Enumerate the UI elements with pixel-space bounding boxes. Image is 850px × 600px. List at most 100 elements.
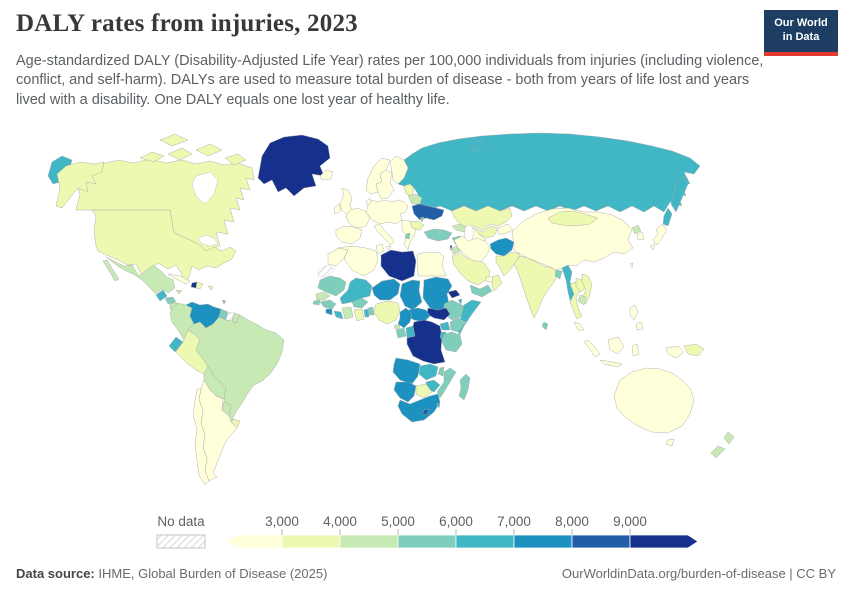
country-iceland[interactable] bbox=[319, 169, 334, 181]
country-albania[interactable] bbox=[404, 232, 411, 240]
country-honduras[interactable] bbox=[164, 296, 177, 305]
country-zambia[interactable] bbox=[418, 363, 439, 381]
country-sri-lanka[interactable] bbox=[541, 321, 549, 331]
legend-no-data-swatch[interactable] bbox=[156, 534, 206, 549]
country-nigeria[interactable] bbox=[373, 300, 401, 325]
country-arctic-island[interactable] bbox=[159, 133, 189, 147]
country-united-kingdom[interactable] bbox=[339, 187, 355, 216]
country-tanzania[interactable] bbox=[441, 331, 463, 353]
country-new-zealand[interactable] bbox=[710, 431, 735, 459]
country-kenya[interactable] bbox=[449, 317, 467, 333]
country-japan[interactable] bbox=[649, 223, 668, 251]
country-south-africa[interactable] bbox=[397, 393, 441, 423]
country-eswatini[interactable] bbox=[435, 402, 441, 409]
country-chile[interactable] bbox=[192, 388, 210, 486]
legend-bin-2[interactable] bbox=[339, 534, 399, 549]
country-russia-novaya-zemlya[interactable] bbox=[469, 139, 485, 153]
country-liberia[interactable] bbox=[333, 310, 344, 320]
country-russia-kamchatka[interactable] bbox=[670, 175, 689, 213]
legend-bin-7[interactable] bbox=[629, 534, 699, 549]
country-france[interactable] bbox=[345, 207, 371, 229]
legend-bin-6[interactable] bbox=[571, 534, 631, 549]
legend-bin-4[interactable] bbox=[455, 534, 515, 549]
country-trinidad[interactable] bbox=[221, 299, 227, 305]
country-india[interactable] bbox=[513, 255, 559, 319]
country-arctic-island[interactable] bbox=[167, 147, 193, 161]
country-taiwan[interactable] bbox=[629, 262, 634, 269]
legend-bin-0[interactable] bbox=[225, 534, 283, 549]
country-laos[interactable] bbox=[575, 277, 587, 293]
country-north-korea[interactable] bbox=[631, 224, 642, 235]
country-tunisia[interactable] bbox=[375, 243, 385, 255]
country-angola[interactable] bbox=[392, 357, 421, 385]
country-uzbekistan[interactable] bbox=[473, 225, 499, 239]
country-uganda[interactable] bbox=[439, 321, 451, 331]
country-south-sudan[interactable] bbox=[426, 307, 451, 321]
country-kyrgyzstan[interactable] bbox=[497, 223, 514, 235]
country-somalia[interactable] bbox=[457, 299, 482, 337]
country-ukraine[interactable] bbox=[411, 203, 445, 221]
country-belarus[interactable] bbox=[407, 193, 423, 205]
legend-bin-1[interactable] bbox=[281, 534, 341, 549]
country-indonesia[interactable] bbox=[583, 336, 685, 368]
country-cuba[interactable] bbox=[167, 273, 191, 285]
country-romania[interactable] bbox=[409, 220, 425, 231]
country-baltic-states[interactable] bbox=[403, 183, 415, 197]
country-malaysia[interactable] bbox=[573, 321, 585, 331]
country-alaska[interactable] bbox=[55, 161, 105, 209]
country-pakistan[interactable] bbox=[495, 251, 521, 277]
country-united-states[interactable] bbox=[91, 209, 237, 285]
country-cameroon[interactable] bbox=[397, 307, 413, 329]
country-puerto-rico[interactable] bbox=[207, 285, 214, 291]
country-gabon[interactable] bbox=[395, 327, 407, 339]
country-lesotho[interactable] bbox=[421, 408, 430, 416]
country-malawi[interactable] bbox=[437, 366, 445, 377]
country-senegal[interactable] bbox=[315, 291, 331, 301]
country-djibouti[interactable] bbox=[457, 298, 463, 305]
country-mali[interactable] bbox=[339, 277, 373, 305]
country-mauritania[interactable] bbox=[317, 275, 347, 297]
country-south-korea[interactable] bbox=[636, 231, 645, 241]
owid-logo[interactable]: Our World in Data bbox=[764, 10, 838, 56]
country-mexico[interactable] bbox=[102, 256, 176, 295]
country-ghana[interactable] bbox=[353, 308, 365, 322]
country-ireland[interactable] bbox=[333, 203, 342, 215]
country-mozambique[interactable] bbox=[436, 367, 457, 399]
country-uae[interactable] bbox=[485, 276, 494, 283]
country-benin[interactable] bbox=[367, 306, 375, 316]
country-chad[interactable] bbox=[399, 279, 423, 311]
country-philippines[interactable] bbox=[629, 304, 644, 331]
country-togo[interactable] bbox=[363, 308, 370, 318]
country-western-sahara[interactable] bbox=[317, 264, 335, 278]
country-china[interactable] bbox=[511, 207, 634, 271]
country-ivory-coast[interactable] bbox=[341, 306, 354, 320]
legend-bin-5[interactable] bbox=[513, 534, 573, 549]
country-turkey[interactable] bbox=[423, 228, 453, 242]
country-yemen[interactable] bbox=[469, 284, 493, 298]
country-equatorial-guinea[interactable] bbox=[393, 324, 401, 330]
country-namibia[interactable] bbox=[393, 381, 417, 403]
country-guatemala[interactable] bbox=[155, 289, 168, 302]
country-eritrea[interactable] bbox=[447, 289, 461, 299]
country-spain[interactable] bbox=[335, 225, 363, 245]
country-arctic-island[interactable] bbox=[139, 151, 165, 163]
country-botswana[interactable] bbox=[415, 383, 433, 399]
country-papua-new-guinea[interactable] bbox=[683, 343, 705, 357]
country-israel-palestine[interactable] bbox=[449, 244, 453, 252]
country-australia[interactable] bbox=[613, 367, 695, 434]
country-algeria[interactable] bbox=[337, 245, 379, 277]
country-arctic-island[interactable] bbox=[195, 143, 223, 157]
country-italy[interactable] bbox=[373, 223, 395, 251]
country-egypt[interactable] bbox=[416, 251, 447, 277]
country-moldova[interactable] bbox=[419, 216, 425, 223]
country-greenland[interactable] bbox=[257, 134, 331, 197]
country-russia[interactable] bbox=[397, 132, 701, 214]
country-bangladesh[interactable] bbox=[554, 269, 563, 280]
country-jordan[interactable] bbox=[451, 245, 460, 255]
country-mongolia[interactable] bbox=[547, 210, 599, 227]
country-afghanistan[interactable] bbox=[489, 237, 515, 257]
country-jamaica[interactable] bbox=[175, 289, 183, 295]
country-russia-sakhalin[interactable] bbox=[662, 207, 673, 227]
country-cambodia[interactable] bbox=[577, 294, 587, 306]
country-central-europe[interactable] bbox=[365, 199, 409, 225]
